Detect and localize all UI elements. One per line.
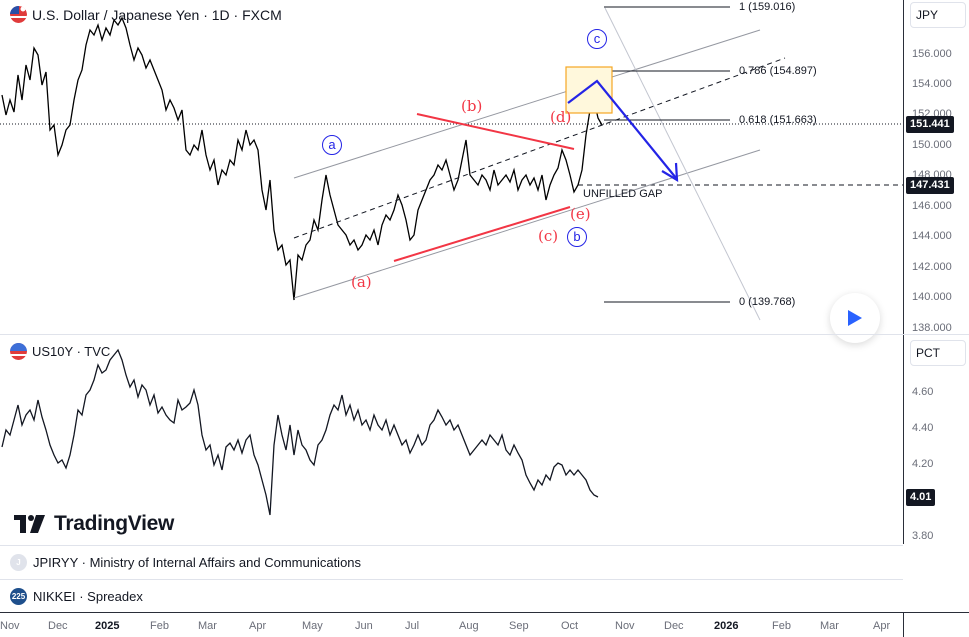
symbol-row-jpiryy[interactable]: J JPIRYY · Ministry of Internal Affairs … — [0, 545, 903, 578]
usdjpy-price-plot — [0, 6, 903, 321]
price-tick: 138.000 — [912, 322, 952, 334]
current-price-tag: 151.441 — [906, 116, 954, 133]
yield-current-tag: 4.01 — [906, 489, 936, 506]
time-label: May — [302, 620, 323, 632]
time-label-year: 2026 — [714, 620, 739, 632]
wave-label-red-b: (b) — [461, 97, 483, 115]
us10y-scale[interactable]: PCT 4.60 4.40 4.20 3.80 4.01 — [903, 335, 969, 544]
fib-level-1: 1 (159.016) — [739, 1, 796, 13]
yield-tick: 4.40 — [912, 422, 934, 434]
price-tick: 140.000 — [912, 291, 952, 303]
tradingview-logo[interactable]: TradingView — [14, 512, 174, 536]
price-tick: 156.000 — [912, 48, 952, 60]
time-label: Jul — [405, 620, 420, 632]
price-tick: 150.000 — [912, 139, 952, 151]
time-label: Oct — [561, 620, 579, 632]
gap-price-tag: 147.431 — [906, 177, 954, 194]
usdjpy-legend[interactable]: U.S. Dollar / Japanese Yen · 1D · FXCM — [10, 6, 282, 23]
time-label-year: 2025 — [95, 620, 120, 632]
time-label: Mar — [198, 620, 217, 632]
usdjpy-price-scale[interactable]: JPY 156.000 154.000 152.000 150.000 148.… — [903, 0, 969, 334]
tradingview-logo-icon — [14, 515, 45, 533]
yield-tick: 4.60 — [912, 386, 934, 398]
wave-label-red-e: (e) — [570, 205, 591, 223]
time-axis-corner — [903, 612, 969, 637]
time-label: Feb — [772, 620, 791, 632]
nikkei-label: NIKKEI · Spreadex — [33, 588, 143, 604]
time-label: Nov — [0, 620, 20, 632]
time-label: Feb — [150, 620, 169, 632]
yield-tick: 4.20 — [912, 458, 934, 470]
unfilled-gap-label: UNFILLED GAP — [583, 188, 663, 200]
wave-label-blue-a: a — [322, 135, 342, 155]
yield-tick: 3.80 — [912, 530, 934, 542]
time-label: Nov — [615, 620, 635, 632]
time-label: Aug — [459, 620, 479, 632]
time-label: Apr — [873, 620, 891, 632]
jpiryy-badge-icon: J — [10, 553, 27, 571]
price-tick: 154.000 — [912, 78, 952, 90]
fib-level-0786: 0.786 (154.897) — [739, 65, 817, 77]
tradingview-logo-text: TradingView — [54, 512, 175, 535]
price-tick: 146.000 — [912, 200, 952, 212]
nikkei-badge-icon: 225 — [10, 587, 27, 605]
jpiryy-label: JPIRYY · Ministry of Internal Affairs an… — [33, 554, 362, 570]
price-tick: 142.000 — [912, 261, 952, 273]
fib-level-0: 0 (139.768) — [739, 296, 796, 308]
us-flag-icon — [10, 343, 27, 360]
pane-separator[interactable] — [0, 334, 969, 335]
wave-label-red-d: (d) — [550, 108, 572, 126]
price-tick: 144.000 — [912, 230, 952, 242]
currency-unit-button[interactable]: JPY — [910, 2, 966, 28]
symbol-row-nikkei[interactable]: 225 NIKKEI · Spreadex — [0, 579, 903, 612]
time-label: Jun — [355, 620, 373, 632]
us10y-plot — [1, 348, 599, 516]
pct-unit-button[interactable]: PCT — [910, 340, 966, 366]
wave-label-blue-b: b — [567, 227, 587, 247]
time-label: Apr — [249, 620, 267, 632]
wave-label-blue-c: c — [587, 29, 607, 49]
time-label: Sep — [509, 620, 529, 632]
wave-label-red-a: (a) — [351, 273, 372, 291]
wave-label-red-c: (c) — [538, 227, 559, 245]
us10y-chart-pane[interactable]: US10Y · TVC TradingView — [0, 335, 903, 544]
play-icon — [848, 310, 862, 326]
fib-level-0618: 0.618 (151.663) — [739, 114, 817, 126]
time-label: Dec — [664, 620, 684, 632]
time-label: Dec — [48, 620, 68, 632]
time-axis[interactable]: Nov Dec 2025 Feb Mar Apr May Jun Jul Aug… — [0, 612, 903, 637]
time-label: Mar — [820, 620, 839, 632]
us10y-legend[interactable]: US10Y · TVC — [10, 343, 110, 360]
usdjpy-symbol-title: U.S. Dollar / Japanese Yen · 1D · FXCM — [32, 6, 282, 23]
usdjpy-chart-pane[interactable]: U.S. Dollar / Japanese Yen · 1D · FXCM a… — [0, 0, 903, 334]
us10y-symbol-title: US10Y · TVC — [32, 344, 111, 359]
us-jp-flag-icon — [10, 6, 27, 23]
